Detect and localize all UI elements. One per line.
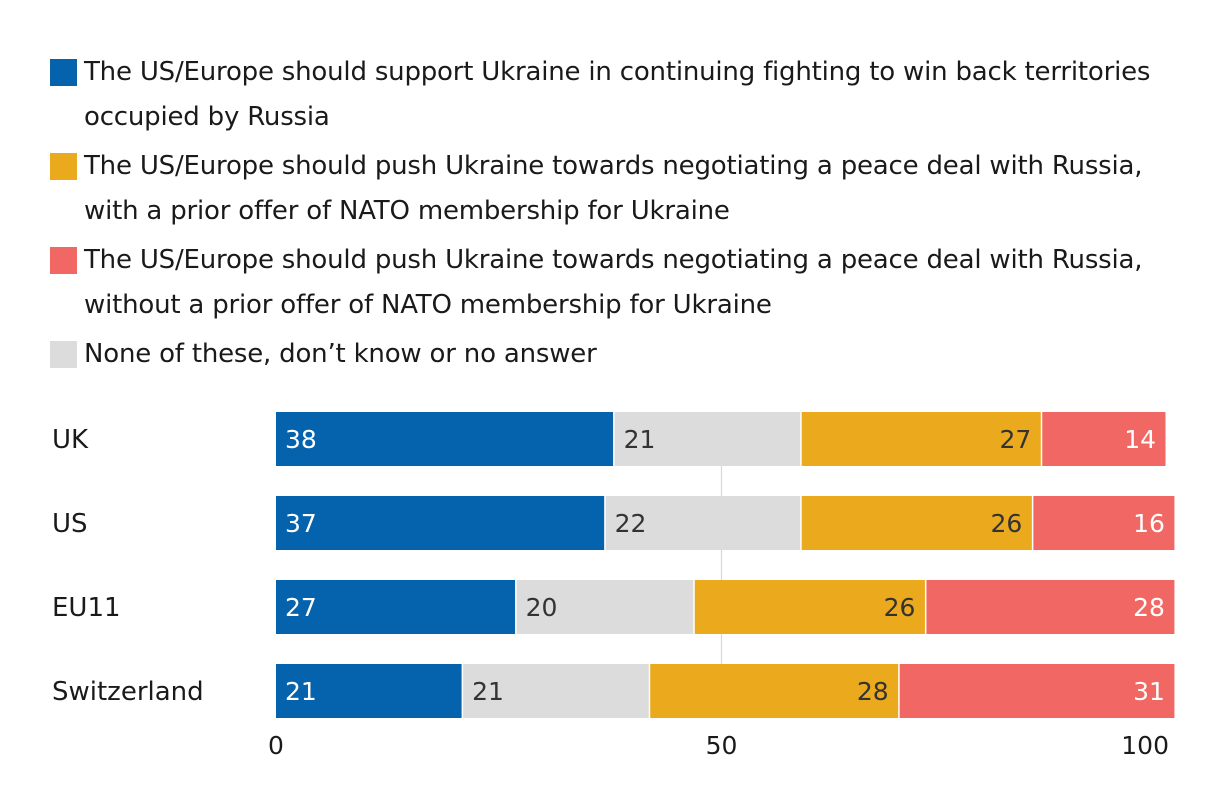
category-label: EU11 <box>52 593 121 623</box>
category-label: US <box>52 509 88 539</box>
bar-segment <box>614 412 801 466</box>
legend-item-3: None of these, don’t know or no answer <box>50 332 1170 377</box>
x-tick-label: 0 <box>268 731 284 760</box>
legend-item-2: The US/Europe should push Ukraine toward… <box>50 238 1170 328</box>
legend-label: The US/Europe should support Ukraine in … <box>84 57 1151 132</box>
bar-segment <box>276 412 614 466</box>
bar-segment <box>276 664 462 718</box>
legend-swatch <box>50 153 77 180</box>
value-label: 28 <box>857 677 889 706</box>
bar-segment <box>516 580 694 634</box>
bar-segment <box>463 664 649 718</box>
legend-swatch <box>50 247 77 274</box>
bar-segment <box>801 496 1032 550</box>
value-label: 37 <box>285 509 317 538</box>
value-label: 20 <box>526 593 558 622</box>
value-label: 26 <box>884 593 916 622</box>
bar-segment <box>605 496 801 550</box>
bar-segment <box>801 412 1041 466</box>
legend-label: None of these, don’t know or no answer <box>84 339 597 369</box>
bar-segment <box>1033 496 1175 550</box>
value-label: 38 <box>285 425 317 454</box>
legend-item-0: The US/Europe should support Ukraine in … <box>50 50 1170 140</box>
bar-segment <box>650 664 899 718</box>
x-tick-label: 100 <box>1121 731 1169 760</box>
value-label: 21 <box>285 677 317 706</box>
category-label: UK <box>52 425 89 455</box>
value-label: 21 <box>472 677 504 706</box>
value-label: 16 <box>1133 509 1165 538</box>
bar-segment <box>694 580 925 634</box>
value-label: 21 <box>624 425 656 454</box>
bar-segment <box>276 496 605 550</box>
legend-label: The US/Europe should push Ukraine toward… <box>84 151 1143 226</box>
value-label: 27 <box>285 593 317 622</box>
bar-segment <box>276 580 516 634</box>
x-tick-label: 50 <box>706 731 738 760</box>
legend-item-1: The US/Europe should push Ukraine toward… <box>50 144 1170 234</box>
legend-label: The US/Europe should push Ukraine toward… <box>84 245 1143 320</box>
value-label: 26 <box>991 509 1023 538</box>
legend: The US/Europe should support Ukraine in … <box>50 50 1170 381</box>
legend-swatch <box>50 59 77 86</box>
value-label: 31 <box>1133 677 1165 706</box>
category-label: Switzerland <box>52 677 204 707</box>
bar-segment <box>1042 412 1166 466</box>
legend-swatch <box>50 341 77 368</box>
bar-segment <box>899 664 1175 718</box>
bar-segment <box>926 580 1175 634</box>
value-label: 22 <box>615 509 647 538</box>
value-label: 27 <box>999 425 1031 454</box>
value-label: 14 <box>1124 425 1156 454</box>
value-label: 28 <box>1133 593 1165 622</box>
